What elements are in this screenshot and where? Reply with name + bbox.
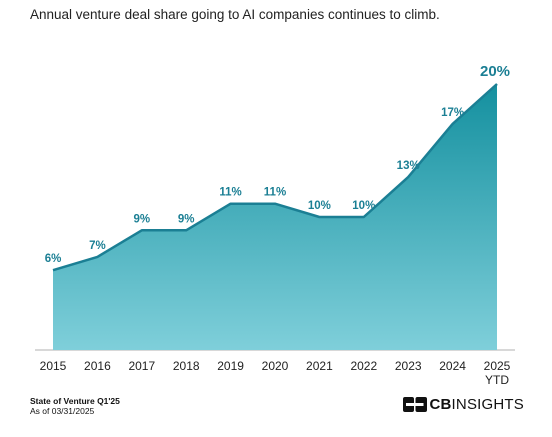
data-label: 9%	[133, 213, 150, 225]
data-label: 13%	[397, 160, 420, 172]
data-label: 9%	[178, 213, 195, 225]
series-area	[53, 84, 497, 350]
x-tick-label: 2019	[217, 359, 244, 373]
source-note: State of Venture Q1'25 As of 03/31/2025	[30, 396, 120, 416]
data-label: 7%	[89, 240, 106, 252]
x-tick-label: 2021	[306, 359, 333, 373]
x-tick-label: 2016	[84, 359, 111, 373]
data-label: 20%	[480, 63, 510, 80]
x-tick-label: 2015	[40, 359, 67, 373]
data-label: 10%	[308, 200, 331, 212]
logo-insights-text: INSIGHTS	[451, 396, 524, 413]
x-tick-label: 2017	[128, 359, 155, 373]
source-title: State of Venture Q1'25	[30, 396, 120, 406]
cb-insights-logo-mark-icon	[403, 397, 428, 412]
cb-insights-logo: CB INSIGHTS	[403, 396, 524, 413]
data-label: 17%	[441, 107, 464, 119]
logo-cb-text: CB	[429, 396, 452, 413]
x-tick-sublabel: YTD	[485, 373, 509, 387]
x-tick-label: 2025	[484, 359, 511, 373]
chart-title: Annual venture deal share going to AI co…	[30, 7, 440, 22]
area-chart: 6% 7% 9% 9% 11% 11% 10% 10% 13% 17% 20% 2015 2016 20…	[35, 63, 515, 387]
data-label: 11%	[264, 187, 286, 199]
x-tick-label: 2022	[350, 359, 377, 373]
source-date: As of 03/31/2025	[30, 406, 95, 416]
data-label: 11%	[219, 187, 241, 199]
data-label: 10%	[352, 200, 375, 212]
data-label: 6%	[45, 253, 62, 265]
x-tick-label: 2024	[439, 359, 466, 373]
x-tick-label: 2018	[173, 359, 200, 373]
x-tick-label: 2020	[262, 359, 289, 373]
x-tick-label: 2023	[395, 359, 422, 373]
